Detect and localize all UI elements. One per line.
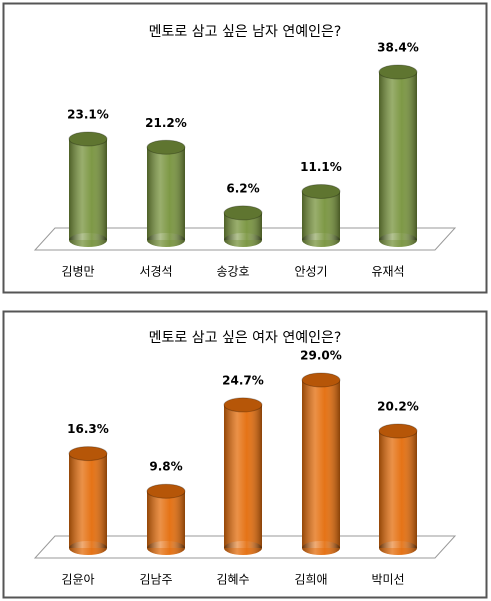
- x-tick-label: 안성기: [294, 265, 327, 279]
- cylinder-top: [68, 131, 108, 147]
- x-tick-label: 박미선: [371, 573, 404, 587]
- cylinder-top-shade: [379, 423, 417, 438]
- value-label: 9.8%: [149, 460, 182, 474]
- x-tick-label: 김혜수: [216, 573, 249, 587]
- value-label: 20.2%: [377, 399, 419, 413]
- value-label: 29.0%: [300, 349, 342, 363]
- x-tick-label: 김희애: [294, 573, 327, 587]
- cylinder-shade: [224, 404, 262, 548]
- x-tick-label: 유재석: [371, 265, 404, 279]
- chart-title: 멘토로 삼고 싶은 남자 연예인은?: [149, 24, 342, 40]
- value-label: 11.1%: [300, 160, 342, 174]
- cylinder-shade: [379, 72, 417, 240]
- x-tick-label: 김남주: [139, 573, 172, 587]
- cylinder-top-shade: [147, 140, 185, 155]
- cylinder-top: [223, 205, 263, 221]
- cylinder-top-shade: [69, 131, 107, 146]
- x-tick-label: 서경석: [139, 265, 172, 279]
- cylinder-top: [146, 139, 186, 155]
- x-tick-label: 송강호: [216, 265, 249, 279]
- cylinder-shade: [69, 453, 107, 548]
- cylinder-top-shade: [379, 65, 417, 79]
- x-tick-label: 김윤아: [61, 573, 94, 587]
- cylinder-top: [223, 397, 263, 413]
- value-label: 21.2%: [145, 116, 187, 130]
- cylinder-top: [301, 183, 341, 199]
- cylinder-shade: [379, 430, 417, 548]
- cylinder-top-shade: [302, 373, 340, 387]
- cylinder-shade: [302, 380, 340, 548]
- cylinder-shade: [302, 191, 340, 240]
- cylinder-top: [301, 372, 341, 388]
- cylinder-top: [146, 483, 186, 499]
- x-tick-label: 김병만: [61, 265, 94, 279]
- cylinder-top: [378, 423, 418, 439]
- value-label: 23.1%: [67, 107, 109, 121]
- cylinder-top-shade: [69, 446, 107, 461]
- cylinder-shade: [147, 147, 185, 240]
- cylinder-top: [68, 446, 108, 462]
- value-label: 38.4%: [377, 41, 419, 55]
- cylinder-top: [378, 64, 418, 80]
- value-label: 16.3%: [67, 422, 109, 436]
- cylinder-top-shade: [224, 205, 262, 220]
- cylinder-shade: [69, 138, 107, 240]
- cylinder-top-shade: [302, 184, 340, 199]
- value-label: 24.7%: [222, 373, 264, 387]
- value-label: 6.2%: [226, 181, 259, 195]
- cylinder-top-shade: [147, 484, 185, 499]
- cylinder-shade: [147, 491, 185, 548]
- chart-title: 멘토로 삼고 싶은 여자 연예인은?: [149, 330, 342, 346]
- cylinder-top-shade: [224, 397, 262, 412]
